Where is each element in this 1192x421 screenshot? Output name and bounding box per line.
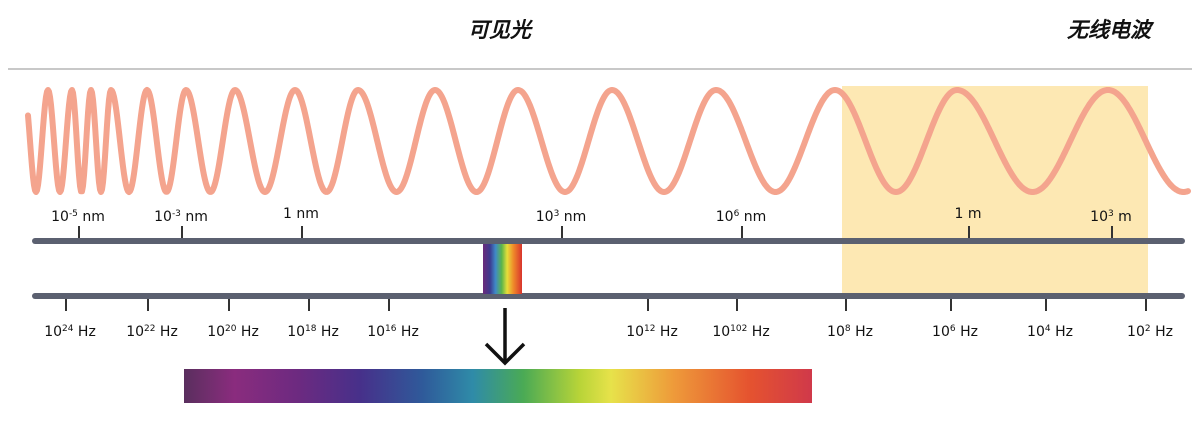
frequency-label: 108 Hz	[827, 324, 873, 340]
visible-light-slice	[483, 244, 522, 294]
frequency-label: 1020 Hz	[207, 324, 259, 340]
frequency-axis	[32, 293, 1185, 299]
frequency-label: 1022 Hz	[126, 324, 178, 340]
wavelength-label: 1 nm	[283, 206, 319, 222]
wavelength-tick	[741, 226, 743, 238]
frequency-label: 104 Hz	[1027, 324, 1073, 340]
wavelength-tick	[968, 226, 970, 238]
visible-light-heading: 可见光	[468, 18, 531, 42]
frequency-label: 10102 Hz	[712, 324, 770, 340]
frequency-tick	[950, 299, 952, 311]
frequency-label: 1012 Hz	[626, 324, 678, 340]
frequency-tick	[647, 299, 649, 311]
down-arrow-icon	[484, 308, 526, 366]
frequency-label: 1016 Hz	[367, 324, 419, 340]
frequency-tick	[147, 299, 149, 311]
wavelength-tick	[1111, 226, 1113, 238]
frequency-tick	[65, 299, 67, 311]
wavelength-tick	[78, 226, 80, 238]
wavelength-label: 103 nm	[535, 209, 587, 225]
frequency-tick	[845, 299, 847, 311]
frequency-tick	[736, 299, 738, 311]
wavelength-tick	[181, 226, 183, 238]
wave-line	[25, 87, 1191, 195]
frequency-tick	[228, 299, 230, 311]
wavelength-tick	[561, 226, 563, 238]
wavelength-label: 106 nm	[715, 209, 767, 225]
frequency-label: 102 Hz	[1127, 324, 1173, 340]
frequency-tick	[1145, 299, 1147, 311]
wavelength-label: 103 m	[1090, 209, 1132, 225]
frequency-tick	[1045, 299, 1047, 311]
divider-line	[8, 68, 1192, 70]
visible-spectrum-bar	[184, 369, 812, 403]
frequency-label: 1018 Hz	[287, 324, 339, 340]
radio-waves-heading: 无线电波	[1067, 18, 1151, 42]
frequency-label: 106 Hz	[932, 324, 978, 340]
wavelength-label: 10-3 nm	[154, 209, 208, 225]
wavelength-label: 10-5 nm	[51, 209, 105, 225]
wavelength-label: 1 m	[954, 206, 982, 222]
wavelength-axis	[32, 238, 1185, 244]
frequency-tick	[308, 299, 310, 311]
frequency-tick	[388, 299, 390, 311]
frequency-label: 1024 Hz	[44, 324, 96, 340]
wavelength-tick	[301, 226, 303, 238]
